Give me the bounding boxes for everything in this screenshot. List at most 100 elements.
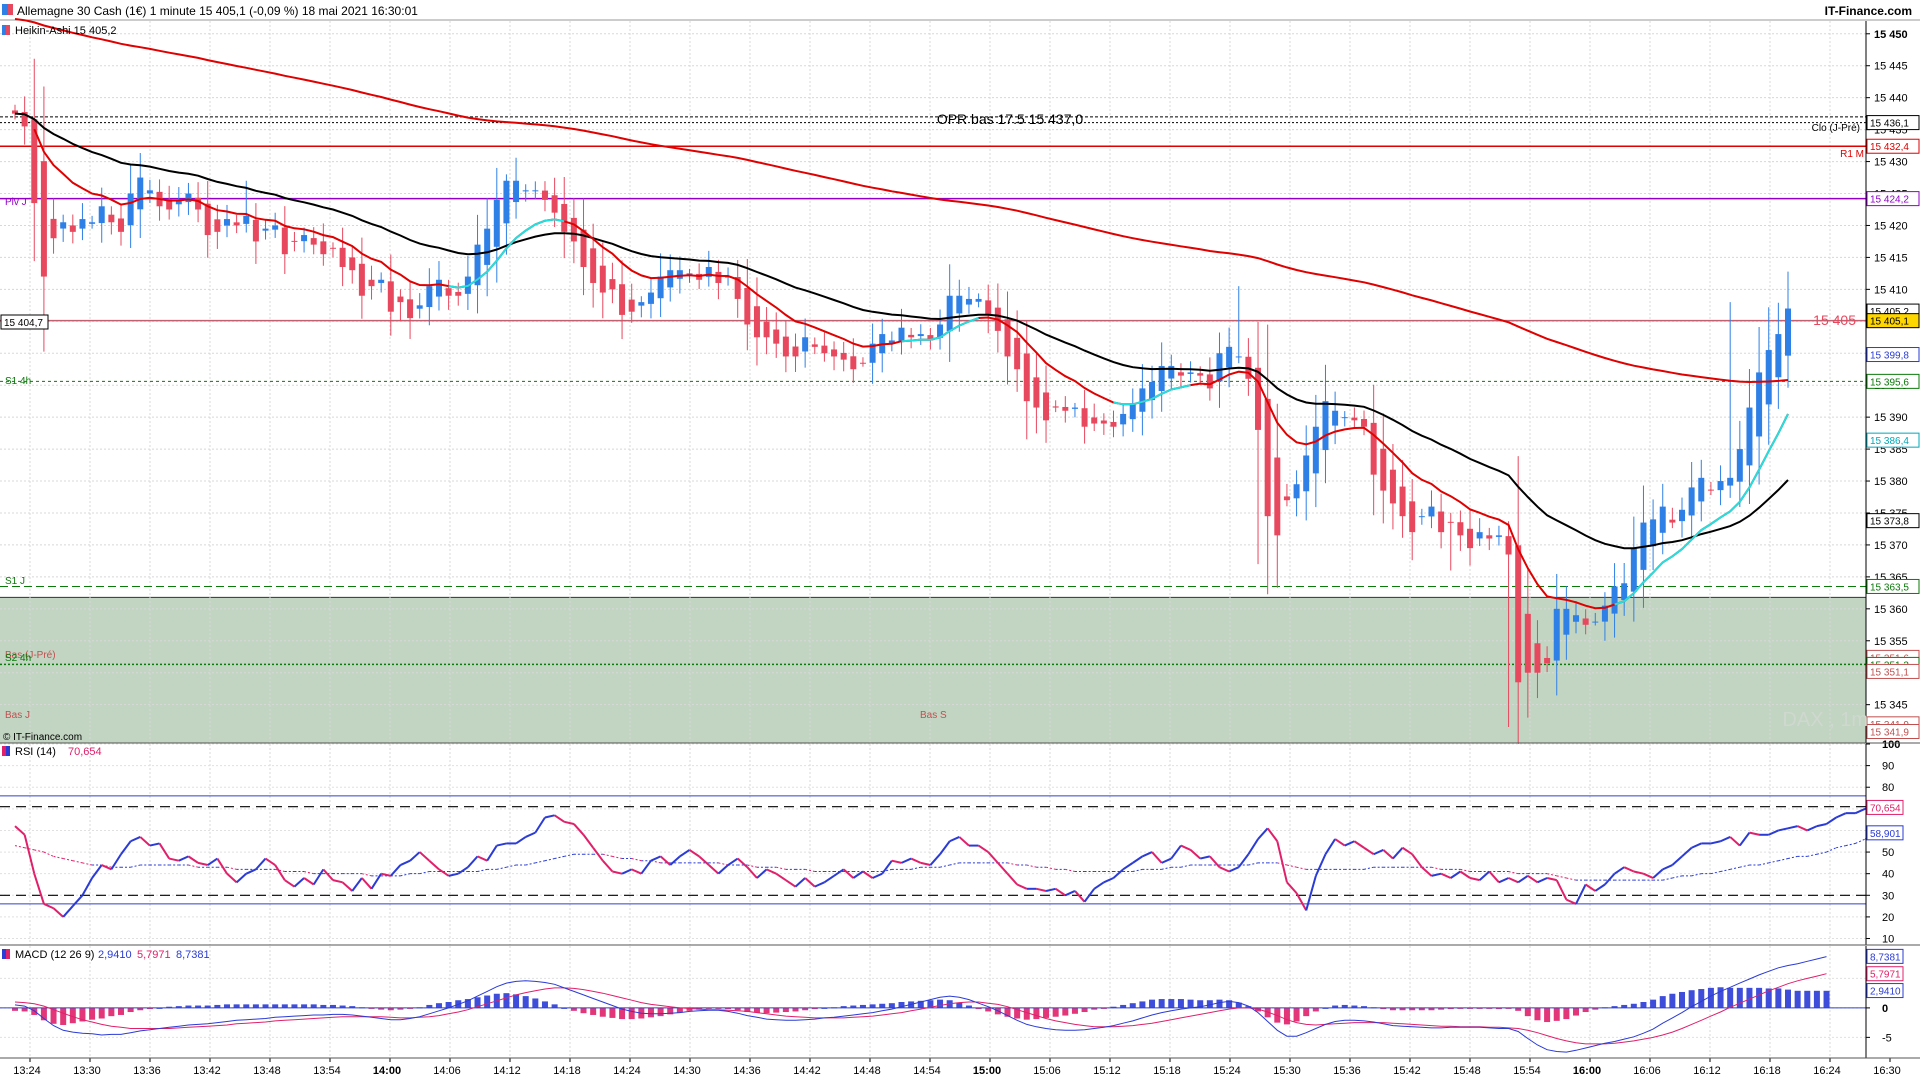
rsi-line-seg (1421, 866, 1433, 877)
macd-hist-bar (1650, 999, 1657, 1008)
candle-body (1727, 477, 1734, 486)
price-tag-label: 15 424,2 (1870, 195, 1909, 206)
candle-body (223, 219, 230, 226)
rsi-line-seg (1498, 877, 1509, 884)
rsi-signal-seg (24, 847, 35, 851)
rsi-signal-seg (1845, 842, 1856, 847)
rsi-line-seg (872, 872, 883, 879)
rsi-line-seg (1209, 855, 1221, 868)
price-tag-label: 15 399,8 (1870, 351, 1909, 362)
macd-hist-bar (1409, 1007, 1416, 1011)
candle-body (1361, 418, 1368, 427)
price-tick-label: 15 355 (1874, 636, 1908, 648)
time-tick-label: 13:54 (313, 1065, 341, 1077)
macd-hist-bar (31, 1007, 38, 1015)
candle-body (638, 302, 645, 306)
candle-body (580, 229, 587, 267)
candle-body (60, 222, 67, 229)
candle-body (493, 199, 500, 247)
candle-body (1071, 407, 1078, 409)
level-label-bass: Bas S (920, 710, 947, 721)
macd-hist-bar (802, 1007, 809, 1011)
rsi-line-seg (72, 894, 84, 907)
rsi-line-seg (1691, 842, 1702, 849)
macd-hist-bar (1515, 1007, 1522, 1011)
price-tick-label: 15 345 (1874, 700, 1908, 712)
rsi-signal-seg (506, 864, 517, 868)
rsi-icon-half (6, 746, 10, 756)
price-tag-label: 15 386,4 (1870, 436, 1909, 447)
candle-body (368, 279, 375, 287)
macd-hist-bar (1756, 987, 1763, 1008)
time-tick-label: 14:30 (673, 1065, 701, 1077)
candle-body (484, 228, 491, 265)
macd-legend-value-1: 2,9410 (98, 949, 132, 961)
macd-hist-bar (262, 1004, 269, 1008)
rsi-signal-seg (949, 862, 960, 866)
time-tick-label: 14:06 (433, 1065, 461, 1077)
left-price-tag-label: 15 404,7 (4, 318, 43, 329)
candle-body (628, 299, 635, 312)
macd-hist-bar (676, 1007, 683, 1013)
macd-hist-bar (1717, 987, 1724, 1008)
candle-body (1707, 489, 1714, 491)
rsi-line-seg (1334, 838, 1346, 847)
rsi-tick-label: 30 (1882, 890, 1894, 902)
rsi-tick-label: 100 (1882, 739, 1900, 751)
rsi-line-seg (1228, 866, 1240, 873)
macd-legend-value-2: 5,7971 (137, 949, 171, 961)
candle-body (1149, 382, 1156, 401)
rsi-tag (1866, 825, 1904, 841)
rsi-signal-seg (1248, 862, 1259, 866)
macd-hist-bar (1255, 1007, 1262, 1012)
macd-hist-bar (937, 999, 944, 1008)
macd-legend[interactable]: MACD (12 26 9) 2,9410 5,7971 8,7381 (2, 949, 210, 961)
price-tag (1866, 313, 1920, 329)
candle-body (1544, 657, 1551, 664)
rsi-line-seg (322, 868, 334, 881)
price-tick-label: 15 370 (1874, 540, 1908, 552)
macd-hist-bar (1389, 1007, 1396, 1011)
candle-body (166, 199, 173, 210)
rsi-signal-seg (130, 864, 141, 868)
candle-body (1621, 583, 1628, 601)
macd-hist-bar (79, 1007, 86, 1022)
candle-body (1351, 417, 1358, 421)
rsi-legend[interactable]: RSI (14) 70,654 (2, 746, 102, 758)
candle-body (281, 227, 288, 255)
rsi-line-seg (1411, 853, 1423, 868)
price-legend[interactable]: Heikin-Ashi 15 405,2 (2, 25, 117, 37)
macd-hist-bar (1785, 989, 1791, 1008)
time-tick-label: 15:12 (1093, 1065, 1121, 1077)
rsi-line-seg (1768, 829, 1779, 836)
rsi-line-seg (1074, 890, 1086, 903)
macd-hist-bar (734, 1007, 741, 1011)
rsi-line-seg (891, 859, 902, 864)
candle-body (1418, 516, 1425, 518)
rsi-line-seg (1517, 875, 1529, 884)
candle-body (397, 296, 404, 303)
macd-hist-bar (1206, 1000, 1213, 1008)
time-tick-label: 16:12 (1693, 1065, 1721, 1077)
candle-body (12, 110, 18, 114)
candle-body (1553, 608, 1560, 661)
macd-hist-bar (1823, 990, 1830, 1008)
rsi-line-seg (1739, 832, 1751, 847)
macd-hist-bar (956, 1002, 963, 1008)
candle-body (233, 222, 240, 226)
macd-histogram (12, 987, 1830, 1025)
macd-hist-bar (89, 1007, 96, 1020)
rsi-signal-seg (188, 864, 199, 868)
macd-hist-bar (1495, 1007, 1502, 1010)
candle-body (1785, 308, 1791, 356)
rsi-line-seg (130, 836, 141, 843)
rsi-line-seg (746, 866, 758, 879)
rsi-line-seg (1613, 866, 1625, 875)
rsi-signal-seg (275, 868, 285, 873)
rsi-signal-seg (400, 873, 411, 877)
macd-hist-bar (667, 1007, 674, 1015)
rsi-signal-seg (1026, 864, 1037, 868)
rsi-signal-seg (303, 871, 314, 875)
candle-body (1765, 350, 1772, 405)
candle-body (40, 161, 47, 277)
